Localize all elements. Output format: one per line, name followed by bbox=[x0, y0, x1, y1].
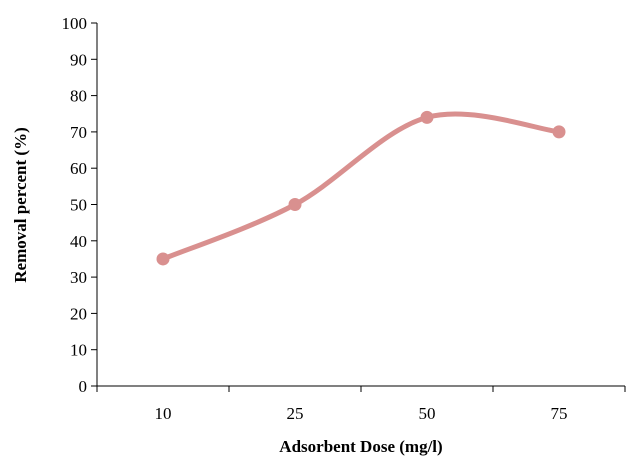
data-point bbox=[552, 125, 566, 139]
series-line bbox=[160, 111, 562, 262]
x-tick-label: 50 bbox=[419, 404, 436, 423]
y-tick-label: 30 bbox=[70, 268, 87, 287]
series-layer bbox=[156, 110, 566, 266]
y-tick-label: 20 bbox=[70, 304, 87, 323]
y-tick-label: 50 bbox=[70, 196, 87, 215]
data-point bbox=[420, 110, 434, 124]
y-tick-label: 90 bbox=[70, 50, 87, 69]
data-point bbox=[156, 252, 170, 266]
y-tick-label: 10 bbox=[70, 341, 87, 360]
y-tick-label: 60 bbox=[70, 159, 87, 178]
y-tick-label: 0 bbox=[79, 377, 88, 396]
x-axis-title: Adsorbent Dose (mg/l) bbox=[279, 437, 442, 456]
y-tick-label: 100 bbox=[62, 14, 88, 33]
y-tick-label: 40 bbox=[70, 232, 87, 251]
y-axis: 0 10 20 30 40 50 60 70 80 90 100 bbox=[62, 14, 98, 396]
x-tick-label: 25 bbox=[287, 404, 304, 423]
y-tick-label: 80 bbox=[70, 87, 87, 106]
y-axis-title: Removal percent (%) bbox=[11, 127, 30, 282]
x-tick-label: 75 bbox=[551, 404, 568, 423]
y-tick-label: 70 bbox=[70, 123, 87, 142]
data-point bbox=[288, 198, 302, 211]
x-axis: 10 25 50 75 bbox=[96, 385, 626, 423]
x-tick-label: 10 bbox=[155, 404, 172, 423]
